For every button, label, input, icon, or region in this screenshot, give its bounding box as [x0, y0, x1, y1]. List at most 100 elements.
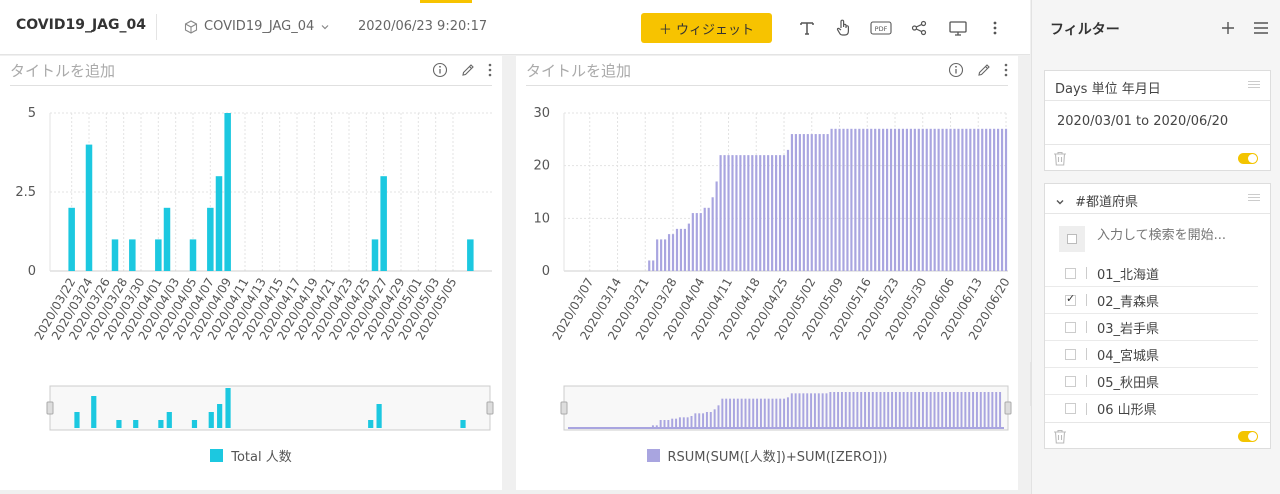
navigator-bar — [933, 392, 936, 428]
bar-chart-cumulative: 30201002020/03/072020/03/142020/03/21202… — [533, 106, 1013, 431]
chart-bar — [85, 144, 93, 271]
prefecture-label: 05_秋田県 — [1097, 375, 1160, 391]
more-icon[interactable] — [988, 17, 1002, 39]
navigator-bar — [717, 405, 720, 428]
select-all-checkbox[interactable] — [1059, 226, 1085, 252]
navigator-bar — [952, 392, 955, 428]
prefecture-label: 01_北海道 — [1097, 267, 1160, 283]
navigator-bar — [902, 392, 905, 428]
chart-bar — [993, 128, 996, 271]
chart-bar — [826, 134, 829, 271]
chart-bar — [925, 128, 928, 271]
title-underline — [10, 85, 492, 86]
edit-icon[interactable] — [460, 62, 476, 78]
prefecture-item[interactable]: 04_宮城県 — [1045, 341, 1258, 368]
menu-icon[interactable] — [1254, 22, 1268, 34]
navigator-bar — [860, 392, 863, 428]
prefecture-search-input[interactable] — [1097, 228, 1247, 243]
navigator-bar — [813, 393, 816, 428]
share-icon[interactable] — [910, 17, 928, 39]
chart-bar — [68, 207, 75, 271]
chart-bar — [767, 155, 770, 271]
chart-bar — [731, 155, 734, 271]
prefecture-filter-header[interactable]: #都道府県 — [1045, 184, 1270, 214]
navigator-bar — [767, 398, 770, 428]
navigator-bar — [894, 392, 897, 428]
navigator-bar — [891, 392, 894, 428]
prefecture-checkbox[interactable] — [1065, 321, 1076, 333]
navigator-bar — [871, 392, 874, 428]
pdf-icon[interactable]: PDF — [870, 17, 892, 39]
navigator-bar — [702, 413, 705, 428]
chart-bar — [786, 149, 790, 271]
separator — [1086, 375, 1087, 387]
y-tick-label: 0 — [542, 264, 550, 279]
chart-bar — [129, 239, 136, 271]
filter-sidebar: フィルター Days 単位 年月日 2020/03/01 to 2020/06/… — [1031, 0, 1280, 494]
chart-bar — [703, 207, 706, 271]
drag-handle-icon[interactable] — [1248, 194, 1260, 201]
info-icon[interactable] — [432, 62, 448, 78]
prefecture-item[interactable]: 01_北海道 — [1045, 260, 1258, 287]
date-filter-header[interactable]: Days 単位 年月日 — [1045, 71, 1270, 101]
add-widget-button[interactable]: ＋ ウィジェット — [641, 13, 772, 43]
add-icon[interactable] — [1221, 21, 1235, 35]
prefecture-item[interactable]: 02_青森県 — [1045, 287, 1258, 314]
navigator-bar — [945, 392, 948, 428]
chart-legend[interactable]: Total 人数 — [0, 446, 502, 465]
navigator-bar — [875, 392, 878, 428]
navigator-bar — [937, 392, 940, 428]
prefecture-checkbox[interactable] — [1065, 375, 1076, 387]
prefecture-item[interactable]: 03_岩手県 — [1045, 314, 1258, 341]
navigator-bar — [725, 398, 728, 428]
edit-icon[interactable] — [976, 62, 992, 78]
datasource-selector[interactable]: COVID19_JAG_04 — [184, 19, 330, 34]
chart-bar — [759, 155, 762, 271]
filter-toggle[interactable] — [1238, 153, 1258, 164]
text-icon[interactable] — [798, 17, 816, 39]
filter-toggle[interactable] — [1238, 431, 1258, 442]
chart-bar — [695, 213, 698, 271]
more-icon[interactable] — [1004, 62, 1008, 78]
trash-icon[interactable] — [1053, 151, 1067, 166]
more-icon[interactable] — [488, 62, 492, 78]
chart-bar — [945, 128, 948, 271]
panel-title[interactable]: タイトルを追加 — [526, 62, 632, 80]
drag-handle-icon[interactable] — [1248, 81, 1260, 88]
navigator-bar — [817, 393, 820, 428]
chart-bar — [969, 128, 972, 271]
navigator-handle — [560, 401, 568, 415]
chart-bar — [155, 239, 162, 271]
chart-legend[interactable]: RSUM(SUM([人数])+SUM([ZERO])) — [516, 446, 1018, 465]
chart-bar — [207, 207, 214, 271]
navigator-bar — [713, 409, 716, 428]
separator — [1086, 402, 1087, 415]
prefecture-item[interactable]: 06 山形県 — [1045, 395, 1258, 422]
prefecture-checkbox[interactable] — [1065, 348, 1076, 360]
trash-icon[interactable] — [1053, 429, 1067, 444]
navigator-bar — [910, 392, 913, 428]
prefecture-checkbox[interactable] — [1065, 292, 1076, 306]
navigator-bar — [956, 392, 959, 428]
chart-bar — [687, 223, 690, 271]
chart-bar — [818, 134, 821, 271]
bar-chart-daily: 52.502020/03/222020/03/242020/03/262020/… — [15, 106, 494, 431]
navigator-bar — [999, 392, 1002, 428]
chart-bar — [862, 128, 865, 271]
navigator-bar — [460, 420, 466, 428]
chart-bar — [957, 128, 960, 271]
y-tick-label: 10 — [533, 211, 550, 226]
touch-icon[interactable] — [834, 17, 852, 39]
prefecture-item[interactable]: 05_秋田県 — [1045, 368, 1258, 395]
chart-bar — [858, 128, 861, 271]
y-tick-label: 2.5 — [15, 185, 36, 200]
navigator-bar — [968, 392, 971, 428]
info-icon[interactable] — [948, 62, 964, 78]
date-range-value[interactable]: 2020/03/01 to 2020/06/20 — [1057, 114, 1229, 129]
panel-title[interactable]: タイトルを追加 — [10, 62, 116, 80]
chevron-down-icon[interactable] — [1055, 197, 1065, 207]
navigator-bar — [856, 392, 859, 428]
monitor-icon[interactable] — [947, 17, 969, 39]
prefecture-checkbox[interactable] — [1065, 267, 1076, 279]
prefecture-checkbox[interactable] — [1065, 403, 1076, 414]
